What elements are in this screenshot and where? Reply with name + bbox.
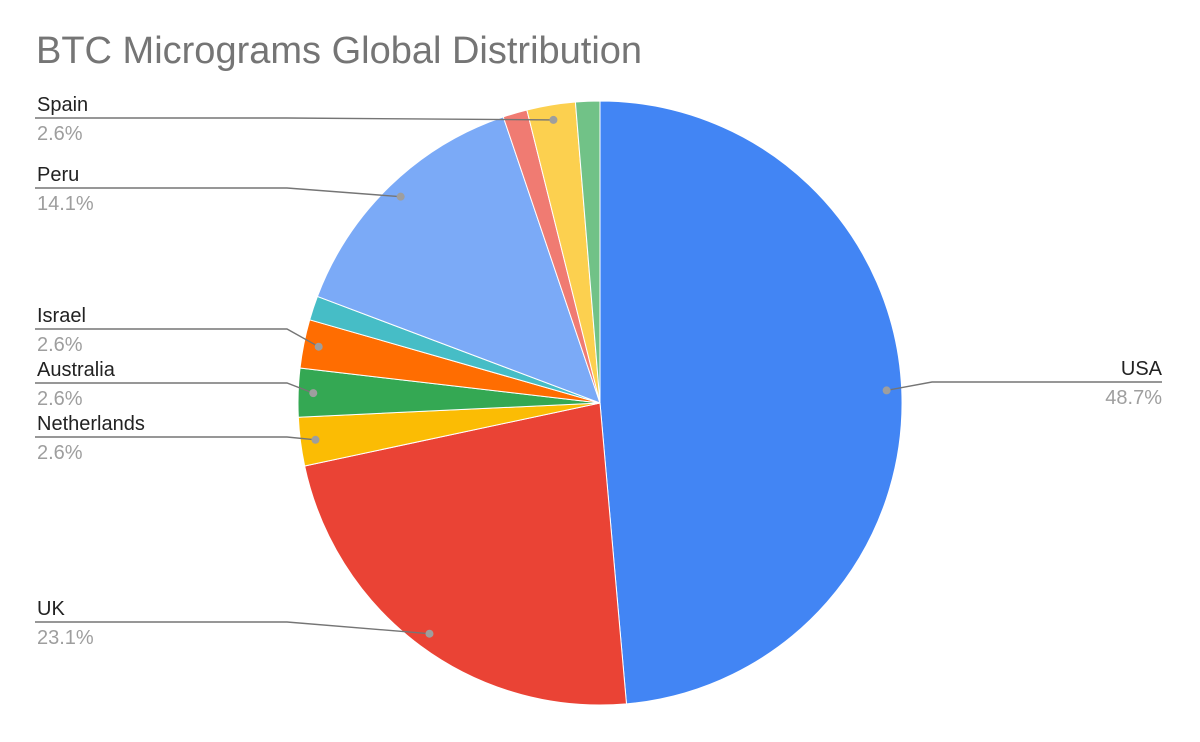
pie-labels: USA 48.7% UK 23.1% Netherlands 2.6% Australia 2… — [35, 94, 1163, 649]
leader-dot-spain — [549, 115, 558, 124]
pie-slice-10 — [574, 100, 601, 404]
pie-slice-uk — [304, 402, 628, 706]
leader-dot-peru — [396, 192, 405, 201]
leader-line-peru — [35, 187, 401, 198]
leader-line-uk — [35, 621, 430, 635]
leader-dot-israel — [314, 342, 323, 351]
slice-pct-peru: 14.1% — [37, 193, 94, 215]
slice-label-australia: Australia — [37, 359, 116, 381]
pie-slice-usa — [599, 100, 903, 705]
slice-pct-israel: 2.6% — [37, 334, 83, 356]
slice-label-usa: USA — [1121, 358, 1163, 380]
leader-line-israel — [35, 328, 320, 348]
leader-dot-netherlands — [311, 435, 320, 444]
pie-slices — [297, 100, 903, 706]
slice-label-spain: Spain — [37, 94, 88, 116]
slice-label-peru: Peru — [37, 164, 79, 186]
leader-dot-usa — [882, 386, 891, 395]
slice-pct-australia: 2.6% — [37, 388, 83, 410]
leader-line-spain — [35, 117, 554, 121]
slice-pct-usa: 48.7% — [1105, 387, 1162, 409]
leader-dot-australia — [309, 389, 318, 398]
slice-label-uk: UK — [37, 598, 65, 620]
slice-label-netherlands: Netherlands — [37, 413, 145, 435]
leader-dot-uk — [425, 629, 434, 638]
slice-pct-netherlands: 2.6% — [37, 442, 83, 464]
leader-line-australia — [35, 382, 314, 394]
pie-slice-peru — [316, 116, 601, 404]
leader-line-netherlands — [35, 436, 316, 441]
leader-line-usa — [886, 381, 1162, 392]
slice-pct-uk: 23.1% — [37, 627, 94, 649]
slice-label-israel: Israel — [37, 305, 86, 327]
chart-title: BTC Micrograms Global Distribution — [36, 30, 643, 72]
slice-pct-spain: 2.6% — [37, 123, 83, 145]
